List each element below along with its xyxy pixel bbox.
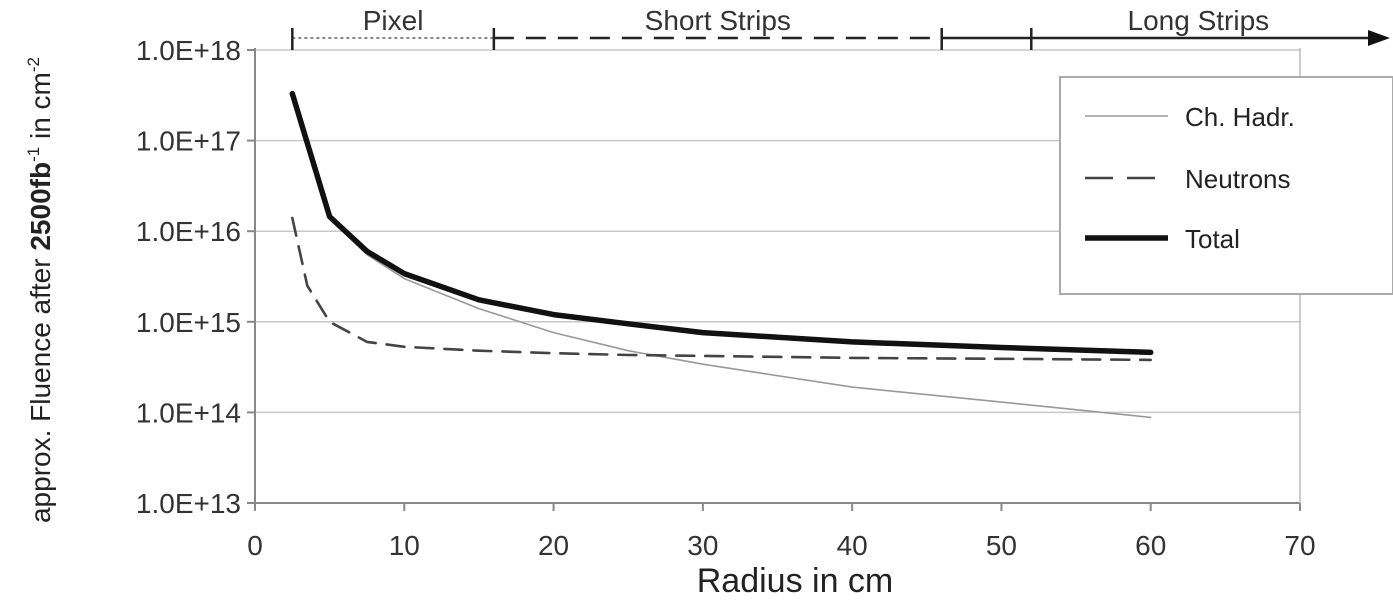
y-tick-label: 1.0E+16 — [136, 216, 241, 247]
legend-label: Ch. Hadr. — [1185, 102, 1295, 132]
region-label: Short Strips — [645, 5, 791, 36]
y-tick-label: 1.0E+17 — [136, 126, 241, 157]
y-axis-label: approx. Fluence after 2500fb-1 in cm-2 — [24, 57, 56, 523]
y-tick-label: 1.0E+14 — [136, 397, 241, 428]
x-tick-label: 10 — [389, 530, 420, 561]
y-tick-labels: 1.0E+13 1.0E+14 1.0E+15 1.0E+16 1.0E+17 1.0E+… — [136, 35, 241, 519]
x-axis-label: Radius in cm — [697, 562, 894, 600]
y-axis-label-prefix: approx. Fluence after — [25, 251, 56, 523]
y-tick-label: 1.0E+18 — [136, 35, 241, 66]
series-line-neutrons — [290, 216, 1152, 362]
y-axis-label-bold: 2500fb — [25, 162, 56, 251]
region-arrow-head — [1368, 30, 1390, 46]
legend-box — [1059, 76, 1393, 295]
series-line-total — [289, 90, 1154, 356]
y-axis-label-suffix-sup: -2 — [24, 57, 43, 72]
series-lines — [289, 90, 1154, 419]
region-label: Pixel — [363, 5, 424, 36]
x-tick-label: 30 — [687, 530, 718, 561]
x-tick-labels: 0 10 20 30 40 50 60 70 — [247, 503, 1316, 561]
x-tick-label: 50 — [986, 530, 1017, 561]
y-axis-label-suffix: in cm — [25, 72, 56, 147]
x-tick-label: 70 — [1284, 530, 1315, 561]
x-tick-label: 60 — [1135, 530, 1166, 561]
x-tick-label: 20 — [538, 530, 569, 561]
series-line-ch-hadr — [291, 94, 1152, 419]
region-label: Long Strips — [1128, 5, 1270, 36]
detector-regions: Pixel Short Strips Long Strips — [291, 5, 1390, 50]
x-tick-label: 40 — [837, 530, 868, 561]
y-tick-label: 1.0E+15 — [136, 307, 241, 338]
y-tick-label: 1.0E+13 — [136, 488, 241, 519]
x-tick-label: 0 — [247, 530, 263, 561]
y-axis-label-bold-sup: -1 — [24, 147, 43, 162]
legend: Ch. Hadr. Neutrons Total — [1059, 76, 1393, 295]
legend-label: Neutrons — [1185, 164, 1291, 194]
legend-label: Total — [1185, 224, 1240, 254]
